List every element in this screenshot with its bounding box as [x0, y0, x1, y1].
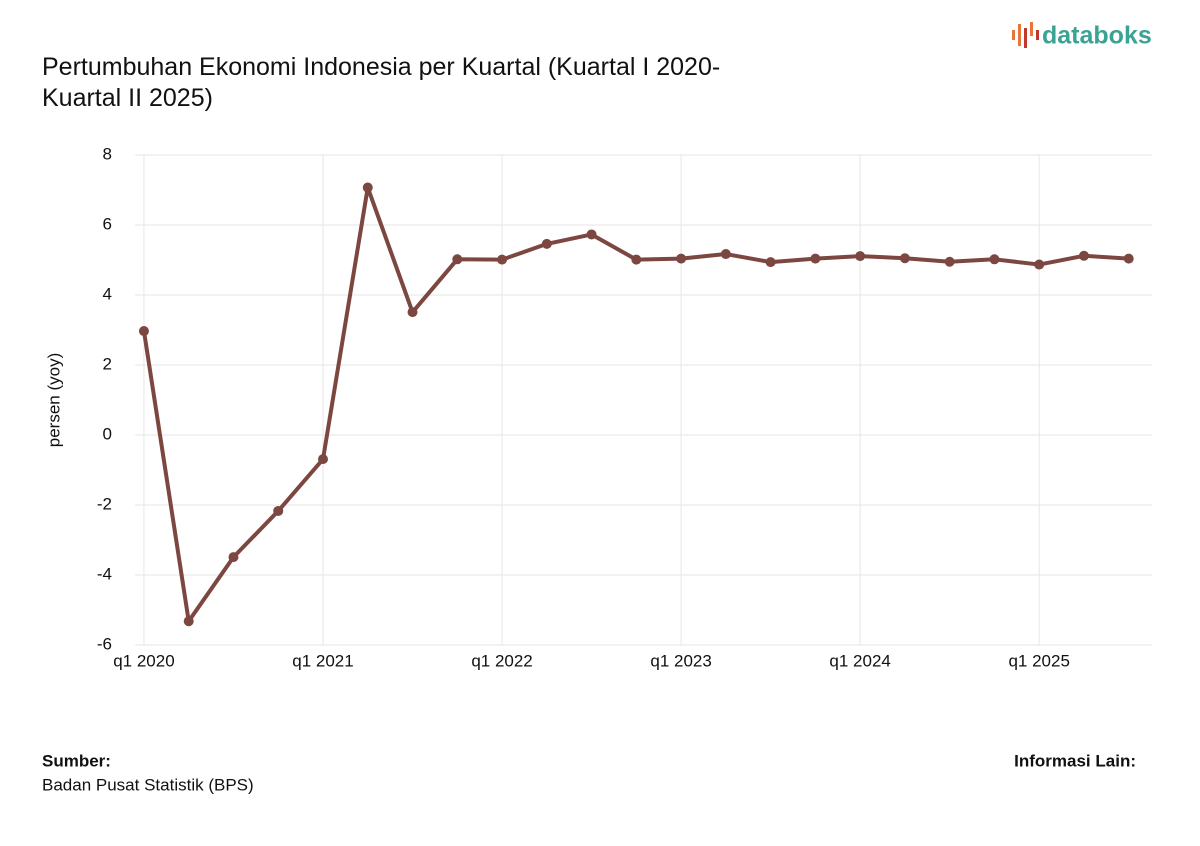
y-tick-label: -6: [97, 634, 112, 653]
y-tick-label: 6: [103, 214, 112, 233]
data-point: [318, 454, 329, 465]
source-label: Sumber:: [42, 751, 111, 770]
data-point: [1123, 253, 1134, 264]
y-tick-label: 2: [103, 354, 112, 373]
data-point: [497, 254, 508, 265]
data-point: [989, 254, 1000, 265]
data-point: [273, 505, 284, 516]
data-point: [541, 238, 552, 249]
brand-logo: databoks: [1012, 22, 1152, 50]
x-tick-label: q1 2021: [292, 651, 353, 670]
data-point: [899, 253, 910, 264]
x-tick-label: q1 2025: [1008, 651, 1069, 670]
x-tick-label: q1 2023: [650, 651, 711, 670]
data-point: [944, 256, 955, 267]
info-label: Informasi Lain:: [1014, 751, 1136, 770]
source: Badan Pusat Statistik (BPS): [42, 775, 254, 794]
data-point: [586, 229, 597, 240]
data-point: [407, 307, 418, 318]
data-point: [1078, 250, 1089, 261]
data-point: [183, 616, 194, 627]
data-point: [362, 182, 373, 193]
data-point: [1034, 259, 1045, 270]
x-tick-label: q1 2024: [829, 651, 890, 670]
title-box: Pertumbuhan Ekonomi Indonesia per Kuarta…: [42, 53, 721, 112]
data-point: [228, 552, 239, 563]
x-tick-label: q1 2022: [471, 651, 532, 670]
data-point: [810, 253, 821, 264]
y-tick-label: 8: [103, 144, 112, 163]
y-tick-label: -2: [97, 494, 112, 513]
data-point: [452, 254, 463, 265]
data-point: [631, 254, 642, 265]
y-tick-label: 4: [103, 284, 112, 303]
y-tick-label: 0: [103, 424, 112, 443]
brand: databoks: [1042, 22, 1152, 50]
x-tick-label: q1 2020: [113, 651, 174, 670]
y-tick-label: -4: [97, 564, 112, 583]
data-point: [138, 326, 149, 337]
chart-title: Pertumbuhan Ekonomi Indonesia per Kuarta…: [42, 53, 721, 112]
data-point: [855, 251, 866, 262]
data-point: [765, 257, 776, 268]
y-axis-label: persen (yoy): [44, 353, 63, 447]
data-point: [676, 253, 687, 264]
series-line: [141, 185, 1129, 624]
data-point: [720, 249, 731, 260]
